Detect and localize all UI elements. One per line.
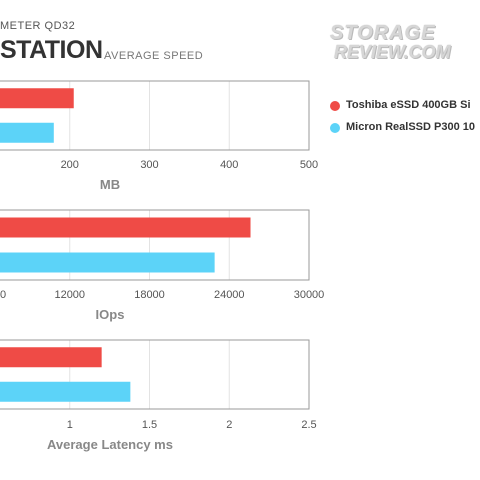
chart2-tick-label: 24000 [214, 289, 245, 301]
chart1-tick-label: 300 [140, 159, 158, 171]
logo-line-1: STORAGE [330, 22, 436, 44]
chart2-bar-series1 [0, 217, 251, 238]
chart2-bar-series2 [0, 252, 215, 273]
storagereview-logo: STORAGE REVIEW.COM [330, 22, 452, 66]
chart3-bar-series1 [0, 347, 102, 368]
chart-title-suffix: AVERAGE SPEED [104, 50, 204, 62]
chart3-tick-label: 1.5 [142, 419, 157, 431]
chart1-bar-series1 [0, 88, 74, 109]
chart3-axis-label: Average Latency ms [47, 437, 173, 452]
chart2-tick-label: 0 [0, 289, 6, 301]
chart1-tick-label: 400 [220, 159, 238, 171]
chart3-frame [0, 339, 310, 410]
logo-line-2: REVIEW.COM [334, 42, 451, 62]
chart1-tick-label: 200 [61, 159, 79, 171]
legend-label-series2: Micron RealSSD P300 10 [346, 121, 476, 133]
legend-swatch-series2 [330, 123, 340, 133]
chart1-frame [0, 80, 310, 151]
chart2-frame [0, 209, 310, 281]
chart2-axis-label: IOps [96, 307, 125, 322]
legend-label-series1: Toshiba eSSD 400GB Si [346, 99, 471, 111]
legend-swatch-series1 [330, 101, 340, 111]
chart2-tick-label: 12000 [54, 289, 85, 301]
chart2-tick-label: 30000 [294, 289, 325, 301]
chart1-tick-label: 500 [300, 159, 318, 171]
chart2-tick-label: 18000 [134, 289, 165, 301]
chart3-tick-label: 1 [67, 419, 73, 431]
chart-subtitle: METER QD32 [0, 20, 76, 32]
chart1-bar-series2 [0, 122, 54, 143]
chart-title: STATION [0, 36, 103, 64]
chart3-tick-label: 2 [226, 419, 232, 431]
chart3-tick-label: 2.5 [301, 419, 316, 431]
chart1-axis-label: MB [100, 177, 120, 192]
chart3-bar-series2 [0, 381, 131, 402]
